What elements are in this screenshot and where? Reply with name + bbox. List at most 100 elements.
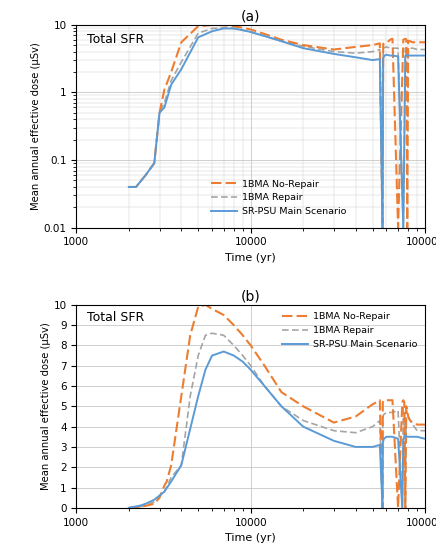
1BMA Repair [157, 492, 162, 499]
SR-PSU Main Scenario [401, 438, 406, 444]
1BMA No-Repair [401, 397, 406, 404]
1BMA Repair [404, 407, 409, 414]
1BMA No-Repair [209, 306, 215, 312]
1BMA No-Repair [422, 421, 428, 428]
1BMA No-Repair [262, 362, 267, 369]
1BMA No-Repair [164, 478, 169, 485]
SR-PSU Main Scenario [353, 444, 358, 450]
1BMA Repair [331, 427, 337, 434]
1BMA No-Repair [380, 505, 385, 511]
1BMA No-Repair [408, 38, 413, 44]
1BMA No-Repair [381, 397, 386, 404]
SR-PSU Main Scenario [279, 403, 284, 410]
1BMA Repair [248, 362, 253, 369]
1BMA No-Repair [405, 225, 410, 231]
SR-PSU Main Scenario [382, 52, 387, 59]
1BMA No-Repair [382, 40, 387, 47]
1BMA Repair [370, 48, 375, 55]
1BMA Repair [402, 407, 407, 414]
SR-PSU Main Scenario [408, 434, 413, 440]
X-axis label: Time (yr): Time (yr) [225, 533, 276, 543]
1BMA Repair [262, 383, 267, 389]
1BMA Repair [408, 417, 413, 424]
1BMA Repair [331, 48, 337, 55]
1BMA No-Repair [162, 86, 167, 93]
SR-PSU Main Scenario [388, 434, 393, 440]
1BMA Repair [240, 352, 245, 359]
1BMA No-Repair [388, 397, 393, 404]
SR-PSU Main Scenario [221, 25, 226, 32]
1BMA Repair [408, 45, 413, 52]
Title: (a): (a) [241, 9, 260, 24]
1BMA Repair [410, 421, 416, 428]
1BMA Repair [401, 225, 406, 231]
1BMA No-Repair [370, 42, 375, 48]
SR-PSU Main Scenario [390, 52, 395, 59]
SR-PSU Main Scenario [405, 52, 411, 59]
1BMA No-Repair [152, 160, 157, 166]
SR-PSU Main Scenario [162, 488, 167, 495]
1BMA Repair [370, 423, 375, 430]
SR-PSU Main Scenario [300, 423, 306, 430]
SR-PSU Main Scenario [384, 52, 389, 58]
1BMA Repair [395, 407, 401, 414]
1BMA No-Repair [143, 172, 148, 178]
Legend: 1BMA No-Repair, 1BMA Repair, SR-PSU Main Scenario: 1BMA No-Repair, 1BMA Repair, SR-PSU Main… [208, 177, 349, 219]
SR-PSU Main Scenario [410, 434, 416, 440]
1BMA No-Repair [377, 397, 382, 404]
1BMA No-Repair [169, 69, 174, 75]
1BMA Repair [390, 45, 395, 52]
1BMA No-Repair [179, 39, 184, 46]
1BMA No-Repair [405, 413, 411, 420]
1BMA Repair [157, 109, 162, 116]
1BMA Repair [415, 46, 420, 53]
Line: 1BMA Repair: 1BMA Repair [129, 333, 425, 508]
SR-PSU Main Scenario [377, 441, 382, 448]
SR-PSU Main Scenario [403, 432, 408, 438]
1BMA No-Repair [157, 109, 162, 116]
1BMA Repair [262, 33, 267, 40]
1BMA Repair [384, 43, 389, 50]
SR-PSU Main Scenario [231, 25, 236, 32]
SR-PSU Main Scenario [390, 434, 395, 440]
1BMA Repair [196, 352, 201, 359]
SR-PSU Main Scenario [408, 52, 413, 59]
1BMA No-Repair [126, 505, 131, 511]
1BMA No-Repair [415, 39, 420, 46]
SR-PSU Main Scenario [422, 435, 428, 442]
1BMA Repair [404, 45, 409, 52]
1BMA No-Repair [152, 501, 157, 507]
1BMA No-Repair [300, 403, 306, 410]
SR-PSU Main Scenario [331, 438, 337, 444]
Y-axis label: Mean annual effective dose (μSv): Mean annual effective dose (μSv) [41, 322, 51, 490]
SR-PSU Main Scenario [262, 383, 267, 389]
1BMA Repair [279, 403, 284, 410]
1BMA No-Repair [137, 503, 142, 510]
1BMA No-Repair [384, 397, 389, 404]
SR-PSU Main Scenario [231, 352, 236, 359]
1BMA No-Repair [221, 312, 226, 318]
1BMA Repair [300, 43, 306, 49]
1BMA Repair [382, 44, 387, 51]
1BMA Repair [381, 45, 386, 52]
SR-PSU Main Scenario [143, 501, 148, 507]
1BMA No-Repair [196, 23, 201, 30]
1BMA No-Repair [381, 41, 386, 47]
1BMA No-Repair [405, 37, 411, 44]
1BMA No-Repair [403, 505, 408, 511]
SR-PSU Main Scenario [152, 160, 157, 166]
SR-PSU Main Scenario [410, 52, 416, 59]
1BMA Repair [380, 225, 385, 231]
Text: Total SFR: Total SFR [87, 33, 144, 46]
1BMA Repair [380, 505, 385, 511]
SR-PSU Main Scenario [401, 225, 406, 231]
1BMA No-Repair [240, 25, 245, 31]
1BMA Repair [405, 413, 411, 420]
Y-axis label: Mean annual effective dose (μSv): Mean annual effective dose (μSv) [31, 42, 41, 210]
SR-PSU Main Scenario [169, 81, 174, 88]
1BMA No-Repair [353, 43, 358, 50]
1BMA No-Repair [209, 22, 215, 29]
1BMA No-Repair [126, 184, 131, 191]
1BMA No-Repair [380, 225, 385, 231]
1BMA No-Repair [240, 332, 245, 339]
